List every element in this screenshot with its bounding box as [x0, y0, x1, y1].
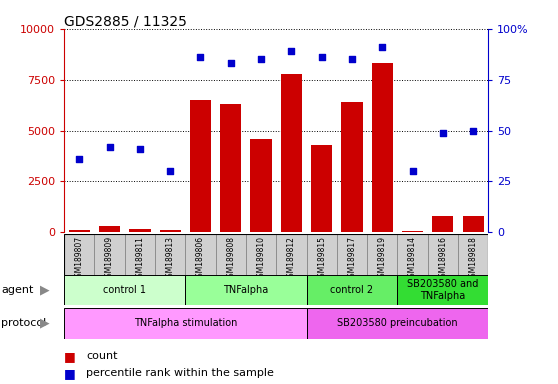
- Text: GSM189811: GSM189811: [136, 237, 145, 282]
- Text: SB203580 and
TNFalpha: SB203580 and TNFalpha: [407, 279, 479, 301]
- Bar: [427, 234, 458, 276]
- Text: ■: ■: [64, 350, 76, 363]
- Bar: [185, 234, 215, 276]
- Bar: [125, 234, 155, 276]
- Point: [105, 144, 114, 150]
- Bar: [94, 234, 125, 276]
- Bar: [402, 231, 423, 232]
- Text: GSM189809: GSM189809: [105, 237, 114, 283]
- Text: GSM189814: GSM189814: [408, 237, 417, 282]
- Text: GSM189819: GSM189819: [378, 237, 387, 282]
- Text: GSM189807: GSM189807: [75, 237, 84, 283]
- Text: GSM189816: GSM189816: [439, 237, 448, 282]
- Text: count: count: [86, 351, 118, 361]
- Text: TNFalpha stimulation: TNFalpha stimulation: [134, 318, 237, 328]
- Point: [469, 127, 478, 134]
- Bar: [185, 275, 306, 305]
- Bar: [155, 234, 185, 276]
- Bar: [190, 100, 211, 232]
- Bar: [220, 104, 242, 232]
- Bar: [276, 234, 306, 276]
- Text: GSM189808: GSM189808: [227, 237, 235, 282]
- Bar: [397, 234, 427, 276]
- Bar: [246, 234, 276, 276]
- Point: [378, 44, 387, 50]
- Bar: [337, 234, 367, 276]
- Text: GSM189815: GSM189815: [317, 237, 326, 282]
- Text: control 1: control 1: [103, 285, 146, 295]
- Bar: [458, 234, 488, 276]
- Bar: [129, 229, 151, 232]
- Point: [287, 48, 296, 54]
- Bar: [69, 230, 90, 232]
- Bar: [306, 308, 488, 339]
- Text: ■: ■: [64, 367, 76, 380]
- Text: SB203580 preincubation: SB203580 preincubation: [337, 318, 458, 328]
- Text: GSM189810: GSM189810: [257, 237, 266, 282]
- Point: [227, 60, 235, 66]
- Point: [166, 168, 175, 174]
- Bar: [372, 63, 393, 232]
- Bar: [64, 275, 185, 305]
- Text: GDS2885 / 11325: GDS2885 / 11325: [64, 14, 187, 28]
- Bar: [251, 139, 272, 232]
- Bar: [64, 234, 94, 276]
- Text: GSM189806: GSM189806: [196, 237, 205, 283]
- Point: [317, 54, 326, 60]
- Text: ▶: ▶: [40, 317, 50, 330]
- Bar: [64, 308, 306, 339]
- Text: agent: agent: [1, 285, 33, 295]
- Bar: [397, 275, 488, 305]
- Text: GSM189817: GSM189817: [348, 237, 357, 282]
- Text: percentile rank within the sample: percentile rank within the sample: [86, 368, 275, 378]
- Bar: [306, 275, 397, 305]
- Point: [257, 56, 266, 62]
- Text: GSM189813: GSM189813: [166, 237, 175, 282]
- Point: [196, 54, 205, 60]
- Bar: [306, 234, 337, 276]
- Text: GSM189812: GSM189812: [287, 237, 296, 282]
- Bar: [463, 216, 484, 232]
- Text: TNFalpha: TNFalpha: [223, 285, 268, 295]
- Bar: [215, 234, 246, 276]
- Bar: [367, 234, 397, 276]
- Bar: [99, 226, 120, 232]
- Bar: [311, 145, 332, 232]
- Text: GSM189818: GSM189818: [469, 237, 478, 282]
- Bar: [432, 216, 454, 232]
- Point: [408, 168, 417, 174]
- Bar: [160, 230, 181, 232]
- Bar: [281, 74, 302, 232]
- Point: [136, 146, 145, 152]
- Text: ▶: ▶: [40, 283, 50, 296]
- Point: [439, 129, 448, 136]
- Point: [75, 156, 84, 162]
- Text: control 2: control 2: [330, 285, 373, 295]
- Bar: [341, 102, 363, 232]
- Text: protocol: protocol: [1, 318, 46, 328]
- Point: [348, 56, 357, 62]
